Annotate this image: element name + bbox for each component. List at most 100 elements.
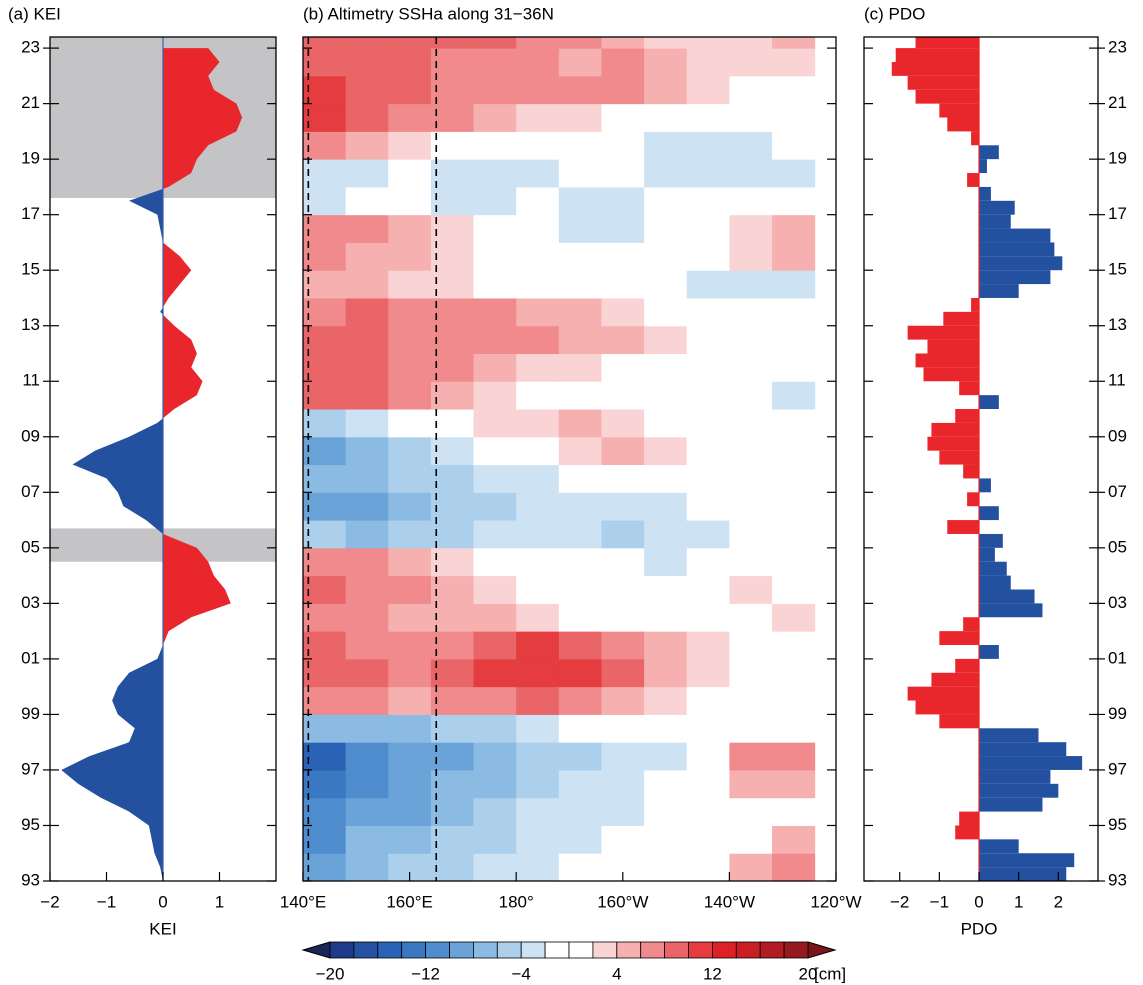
x-tick-label: 120°W <box>810 892 861 911</box>
pdo-bar <box>907 686 980 701</box>
ssha-cell <box>686 37 730 49</box>
ssha-cell <box>430 853 475 881</box>
ssha-cell <box>473 103 517 132</box>
colorbar-box <box>449 941 474 959</box>
ssha-cell <box>516 75 560 105</box>
pdo-bar <box>939 450 980 465</box>
y-tick-label: 05 <box>1108 537 1127 556</box>
ssha-cell <box>601 797 645 826</box>
ssha-cell <box>345 575 389 604</box>
ssha-cell <box>729 214 773 243</box>
ssha-cell <box>516 37 560 49</box>
pdo-bar <box>915 700 980 715</box>
ssha-cell <box>686 464 730 493</box>
ssha-cell <box>772 75 816 105</box>
ssha-cell <box>388 575 432 604</box>
pdo-bar <box>979 228 1051 243</box>
colorbar-box <box>759 941 785 959</box>
ssha-cell <box>388 742 432 771</box>
ssha-cell <box>473 381 517 410</box>
ssha-cell <box>345 159 389 188</box>
x-tick-label: 0 <box>974 892 983 911</box>
ssha-cell <box>430 37 475 49</box>
ssha-cell <box>430 353 475 382</box>
ssha-cell <box>558 75 602 105</box>
pdo-bar <box>963 617 980 632</box>
y-tick-label: 09 <box>1108 426 1127 445</box>
ssha-cell <box>516 159 560 188</box>
ssha-cell <box>430 492 475 521</box>
colorbar-box <box>496 941 522 959</box>
y-tick-label: 13 <box>1108 315 1127 334</box>
ssha-cell <box>601 214 645 243</box>
panel: (c) PDO−2 −1 0 1 2PDO93959799010305070911131… <box>863 4 1127 938</box>
ssha-cell <box>729 409 773 438</box>
pdo-bar <box>979 478 991 493</box>
ssha-cell <box>303 353 347 382</box>
pdo-bar <box>971 131 980 146</box>
ssha-cell <box>729 131 773 160</box>
x-tick-label: 140°E <box>280 892 327 911</box>
colorbar-tick-label: −4 <box>512 964 531 983</box>
ssha-cell <box>558 131 602 160</box>
ssha-cell <box>601 547 645 577</box>
ssha-cell <box>772 769 816 799</box>
ssha-cell <box>303 75 347 105</box>
ssha-cell <box>473 75 517 105</box>
ssha-cell <box>303 853 347 881</box>
panel-title: (c) PDO <box>864 4 925 23</box>
ssha-cell <box>601 75 645 105</box>
ssha-cell <box>388 48 432 77</box>
ssha-cell <box>430 409 475 438</box>
pdo-bar <box>979 742 1067 757</box>
x-tick-label: 180° <box>499 892 534 911</box>
plot-area <box>303 37 816 881</box>
ssha-cell <box>772 492 816 521</box>
ssha-cell <box>558 436 602 466</box>
ssha-cell <box>772 409 816 438</box>
ssha-cell <box>473 714 517 743</box>
ssha-cell <box>601 769 645 799</box>
ssha-cell <box>516 214 560 243</box>
ssha-cell <box>516 658 560 688</box>
ssha-cell <box>516 603 560 632</box>
ssha-cell <box>558 103 602 132</box>
ssha-cell <box>772 603 816 632</box>
ssha-cell <box>772 159 816 188</box>
ssha-cell <box>430 75 475 105</box>
y-tick-label: 11 <box>22 371 40 390</box>
ssha-cell <box>644 103 688 132</box>
ssha-cell <box>644 686 688 715</box>
ssha-cell <box>558 520 602 549</box>
ssha-cell <box>558 797 602 826</box>
ssha-cell <box>686 131 730 160</box>
pdo-bar <box>915 353 980 368</box>
colorbar-box <box>568 941 594 959</box>
pdo-bar <box>979 575 1011 590</box>
ssha-cell <box>686 631 730 660</box>
ssha-cell <box>388 186 432 216</box>
ssha-cell <box>772 686 816 715</box>
pdo-bar <box>955 825 980 840</box>
ssha-cell <box>644 547 688 577</box>
pdo-bar <box>979 214 1011 229</box>
ssha-cell <box>644 797 688 826</box>
ssha-cell <box>644 769 688 799</box>
pdo-bar <box>979 645 999 659</box>
pdo-bar <box>923 367 980 382</box>
ssha-cell <box>558 658 602 688</box>
ssha-cell <box>729 186 773 216</box>
ssha-cell <box>558 742 602 771</box>
x-tick-label: 160°W <box>597 892 648 911</box>
ssha-cell <box>644 436 688 466</box>
y-tick-label: 95 <box>1108 815 1127 834</box>
ssha-cell <box>729 436 773 466</box>
ssha-cell <box>601 242 645 271</box>
ssha-cell <box>729 520 773 549</box>
ssha-cell <box>558 409 602 438</box>
pdo-bar <box>979 797 1043 812</box>
y-tick-label: 97 <box>21 759 40 778</box>
pdo-bar <box>907 75 980 90</box>
ssha-cell <box>644 297 688 327</box>
ssha-cell <box>388 436 432 466</box>
